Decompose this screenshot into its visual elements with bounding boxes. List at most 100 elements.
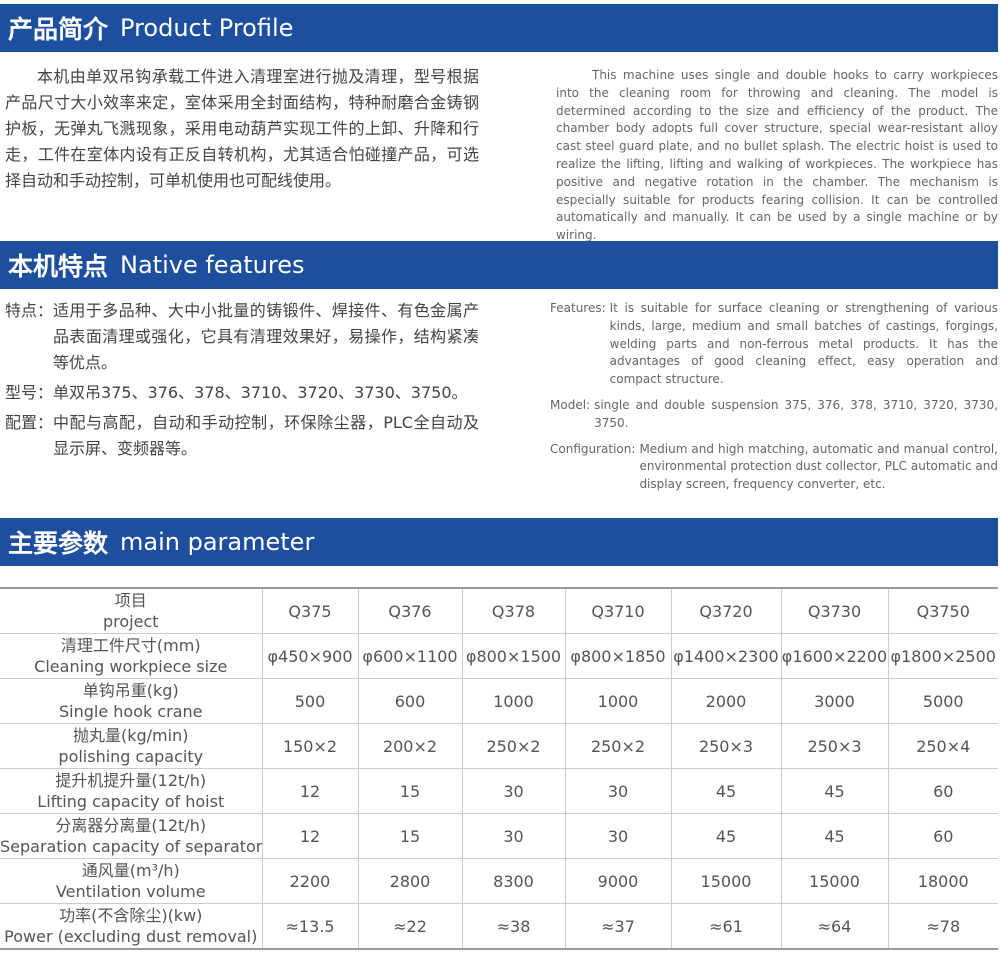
table-cell: 30 bbox=[564, 813, 672, 859]
section-header: 主要参数 main parameter bbox=[0, 518, 998, 566]
table-cell: ≈38 bbox=[461, 903, 566, 950]
section-title-en: Product Profile bbox=[120, 14, 294, 42]
feature-item: Model: single and double suspension 375, … bbox=[550, 397, 998, 433]
table-cell: 9000 bbox=[564, 858, 672, 904]
table-cell: 2200 bbox=[261, 858, 359, 904]
feature-label: Configuration: bbox=[550, 441, 636, 456]
table-row: 单钩吊重(kg) Single hook crane 500 600 1000 1000 2… bbox=[0, 678, 998, 724]
profile-text-cn: 本机由单双吊钩承载工件进入清理室进行抛及清理，型号根据产品尺寸大小效率来定，室体… bbox=[5, 67, 479, 190]
table-cell: 1000 bbox=[564, 678, 672, 724]
feature-item: 型号： 单双吊375、376、378、3710、3720、3730、3750。 bbox=[5, 380, 479, 406]
row-label-cn: 项目 bbox=[114, 591, 147, 610]
table-cell: 12 bbox=[261, 813, 359, 859]
row-label-en: polishing capacity bbox=[58, 747, 204, 766]
table-cell: 30 bbox=[564, 768, 672, 814]
row-label-en: Single hook crane bbox=[58, 702, 203, 721]
table-cell: 45 bbox=[780, 813, 889, 859]
feature-label: 配置： bbox=[5, 413, 54, 432]
row-label: 分离器分离量(12t/h) Separation capacity of sepa… bbox=[0, 813, 263, 859]
table-cell: 15 bbox=[357, 768, 463, 814]
table-row: 分离器分离量(12t/h) Separation capacity of sepa… bbox=[0, 813, 998, 859]
table-cell: 250×4 bbox=[887, 723, 998, 769]
table-cell: 18000 bbox=[887, 858, 998, 904]
table-cell: ≈37 bbox=[564, 903, 672, 950]
table-cell: φ1600×2200 bbox=[780, 633, 889, 679]
table-cell: 600 bbox=[357, 678, 463, 724]
feature-text: 适用于多品种、大中小批量的铸锻件、焊接件、有色金属产品表面清理或强化，它具有清理… bbox=[53, 301, 479, 372]
table-cell: φ1400×2300 bbox=[670, 633, 782, 679]
column-header: Q3750 bbox=[887, 587, 998, 634]
row-label-cn: 清理工件尺寸(mm) bbox=[60, 636, 201, 655]
column-header: Q3730 bbox=[780, 587, 889, 634]
feature-text: Medium and high matching, automatic and … bbox=[639, 441, 998, 492]
row-label-cn: 分离器分离量(12t/h) bbox=[55, 816, 207, 835]
row-label-cn: 通风量(m³/h) bbox=[81, 861, 180, 880]
row-label: 抛丸量(kg/min) polishing capacity bbox=[0, 723, 263, 769]
column-header: Q378 bbox=[461, 587, 566, 634]
table-cell: 15000 bbox=[780, 858, 889, 904]
row-label-cn: 功率(不含除尘)(kw) bbox=[59, 906, 203, 925]
row-label: 单钩吊重(kg) Single hook crane bbox=[0, 678, 263, 724]
table-cell: 30 bbox=[461, 813, 566, 859]
feature-label: Model: bbox=[550, 397, 591, 412]
table-cell: 3000 bbox=[780, 678, 889, 724]
row-label: 提升机提升量(12t/h) Lifting capacity of hoist bbox=[0, 768, 263, 814]
row-label-en: Separation capacity of separator bbox=[0, 837, 262, 856]
table-cell: φ800×1500 bbox=[461, 633, 566, 679]
table-cell: 250×2 bbox=[461, 723, 566, 769]
table-cell: ≈78 bbox=[887, 903, 998, 950]
row-label-cn: 提升机提升量(12t/h) bbox=[55, 771, 207, 790]
feature-item: 配置： 中配与高配，自动和手动控制，环保除尘器，PLC全自动及显示屏、变频器等。 bbox=[5, 410, 479, 462]
row-label-cn: 单钩吊重(kg) bbox=[82, 681, 179, 700]
table-row: 抛丸量(kg/min) polishing capacity 150×2 200×2 2… bbox=[0, 723, 998, 769]
row-label-en: project bbox=[102, 612, 159, 631]
table-cell: 250×2 bbox=[564, 723, 672, 769]
section-title-cn: 主要参数 bbox=[8, 529, 109, 558]
row-label-en: Cleaning workpiece size bbox=[34, 657, 228, 676]
table-cell: 12 bbox=[261, 768, 359, 814]
column-header: Q376 bbox=[357, 587, 463, 634]
table-cell: φ800×1850 bbox=[564, 633, 672, 679]
section-title-cn: 本机特点 bbox=[8, 252, 109, 281]
row-label: 通风量(m³/h) Ventilation volume bbox=[0, 858, 263, 904]
row-label: 功率(不含除尘)(kw) Power (excluding dust remova… bbox=[0, 903, 263, 950]
table-cell: 2800 bbox=[357, 858, 463, 904]
table-row: 项目 project Q375 Q376 Q378 Q3710 Q3720 Q3730 Q375… bbox=[0, 587, 998, 634]
table-cell: ≈13.5 bbox=[261, 903, 359, 950]
table-row: 提升机提升量(12t/h) Lifting capacity of hoist 12… bbox=[0, 768, 998, 814]
table-row: 清理工件尺寸(mm) Cleaning workpiece size φ450×90… bbox=[0, 633, 998, 679]
feature-label: 型号： bbox=[5, 383, 54, 402]
table-cell: 15 bbox=[357, 813, 463, 859]
table-cell: 200×2 bbox=[357, 723, 463, 769]
table-cell: 5000 bbox=[887, 678, 998, 724]
section-title-en: main parameter bbox=[120, 528, 315, 556]
feature-list-en: Features: It is suitable for surface clea… bbox=[550, 300, 998, 502]
section-header: 本机特点 Native features bbox=[0, 241, 998, 289]
table-cell: 250×3 bbox=[780, 723, 889, 769]
table-cell: 15000 bbox=[670, 858, 782, 904]
table-cell: 45 bbox=[670, 813, 782, 859]
feature-text: single and double suspension 375, 376, 3… bbox=[594, 397, 998, 430]
column-header: Q3720 bbox=[670, 587, 782, 634]
table-cell: 45 bbox=[670, 768, 782, 814]
row-label-en: Ventilation volume bbox=[55, 882, 206, 901]
table-cell: 250×3 bbox=[670, 723, 782, 769]
table-row: 通风量(m³/h) Ventilation volume 2200 2800 8300 9… bbox=[0, 858, 998, 904]
table-cell: φ600×1100 bbox=[357, 633, 463, 679]
table-cell: 500 bbox=[261, 678, 359, 724]
table-cell: 1000 bbox=[461, 678, 566, 724]
column-header: Q3710 bbox=[564, 587, 672, 634]
table-body: 项目 project Q375 Q376 Q378 Q3710 Q3720 Q3730 Q375… bbox=[0, 587, 998, 950]
row-label: 项目 project bbox=[0, 587, 263, 634]
feature-text: It is suitable for surface cleaning or s… bbox=[609, 301, 998, 387]
feature-label: Features: bbox=[550, 301, 606, 315]
row-label: 清理工件尺寸(mm) Cleaning workpiece size bbox=[0, 633, 263, 679]
table-cell: 60 bbox=[887, 768, 998, 814]
feature-item: Configuration: Medium and high matching, … bbox=[550, 441, 998, 494]
table-cell: φ1800×2500 bbox=[887, 633, 998, 679]
section-title-en: Native features bbox=[120, 251, 305, 279]
column-header: Q375 bbox=[261, 587, 359, 634]
row-label-en: Lifting capacity of hoist bbox=[37, 792, 225, 811]
table-cell: 2000 bbox=[670, 678, 782, 724]
feature-text: 中配与高配，自动和手动控制，环保除尘器，PLC全自动及显示屏、变频器等。 bbox=[53, 413, 479, 458]
